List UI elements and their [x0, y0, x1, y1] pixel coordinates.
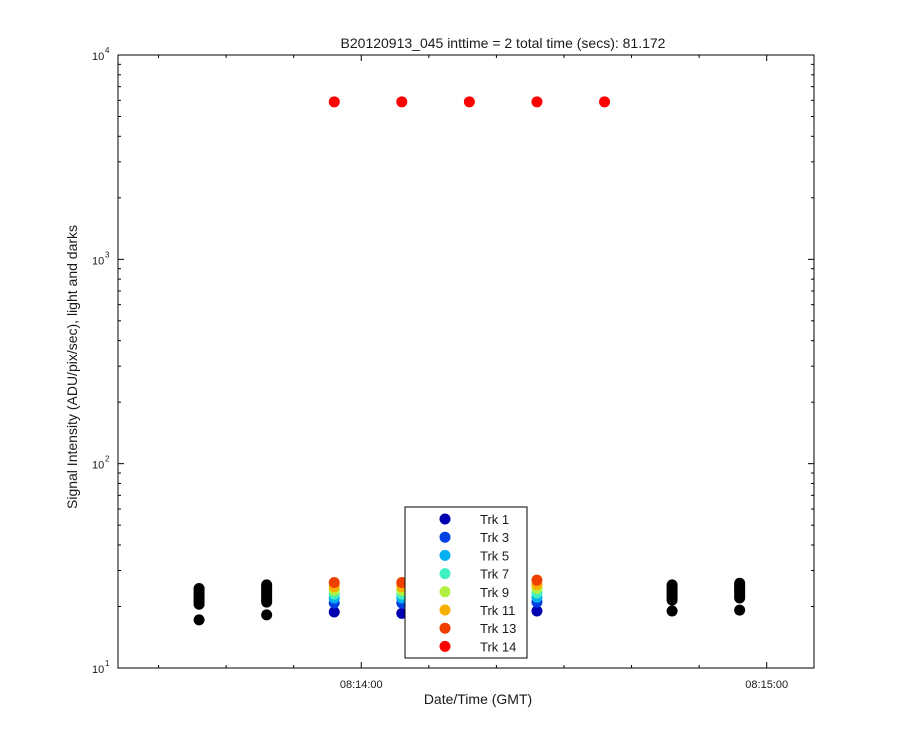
y-tick-label: 10 — [92, 255, 104, 267]
point-trk-14 — [531, 96, 543, 108]
legend-label: Trk 13 — [480, 621, 516, 636]
dark-point — [666, 605, 678, 617]
x-tick-label: 08:14:00 — [340, 679, 383, 691]
legend-marker — [439, 568, 451, 580]
legend-marker — [439, 549, 451, 561]
y-tick-label: 10 — [92, 664, 104, 676]
legend-label: Trk 7 — [480, 567, 509, 582]
legend: Trk 1 Trk 3 Trk 5 Trk 7 Trk 9 Trk 11 Trk 13 Trk… — [404, 506, 528, 659]
dark-point — [734, 604, 746, 616]
y-tick-exponent: 1 — [105, 659, 110, 668]
legend-label: Trk 3 — [480, 530, 509, 545]
y-tick-exponent: 3 — [105, 250, 110, 259]
dark-point — [666, 579, 678, 591]
point-trk-14 — [463, 96, 475, 108]
dark-point — [193, 614, 205, 626]
dark-point — [261, 579, 273, 591]
chart-title: B20120913_045 inttime = 2 total time (se… — [341, 35, 666, 51]
y-tick-exponent: 4 — [105, 46, 110, 55]
legend-label: Trk 9 — [480, 585, 509, 600]
y-axis-label: Signal Intensity (ADU/pix/sec), light an… — [64, 225, 80, 509]
y-tick-exponent: 2 — [105, 455, 110, 464]
legend-marker — [439, 640, 451, 652]
x-tick-label: 08:15:00 — [745, 679, 788, 691]
point-trk-14 — [328, 96, 340, 108]
legend-marker — [439, 513, 451, 525]
legend-marker — [439, 586, 451, 598]
dark-point — [193, 582, 205, 594]
y-tick-label: 10 — [92, 460, 104, 472]
legend-label: Trk 1 — [480, 512, 509, 527]
point-trk-14 — [396, 96, 408, 108]
point-trk-14 — [599, 96, 611, 108]
y-tick-label: 10 — [92, 51, 104, 63]
point-trk-1 — [328, 606, 340, 618]
legend-label: Trk 14 — [480, 639, 516, 654]
dark-point — [734, 577, 746, 589]
point-trk-1 — [531, 605, 543, 617]
legend-marker — [439, 622, 451, 634]
legend-box — [404, 506, 528, 659]
legend-label: Trk 5 — [480, 548, 509, 563]
point-trk-13 — [531, 574, 543, 586]
x-axis-label: Date/Time (GMT) — [424, 691, 532, 707]
point-trk-13 — [328, 577, 340, 589]
dark-point — [261, 609, 273, 621]
x-ticks: 08:14:00 08:15:00 — [158, 55, 788, 691]
legend-label: Trk 11 — [480, 603, 515, 618]
legend-marker — [439, 531, 451, 543]
legend-marker — [439, 604, 451, 616]
